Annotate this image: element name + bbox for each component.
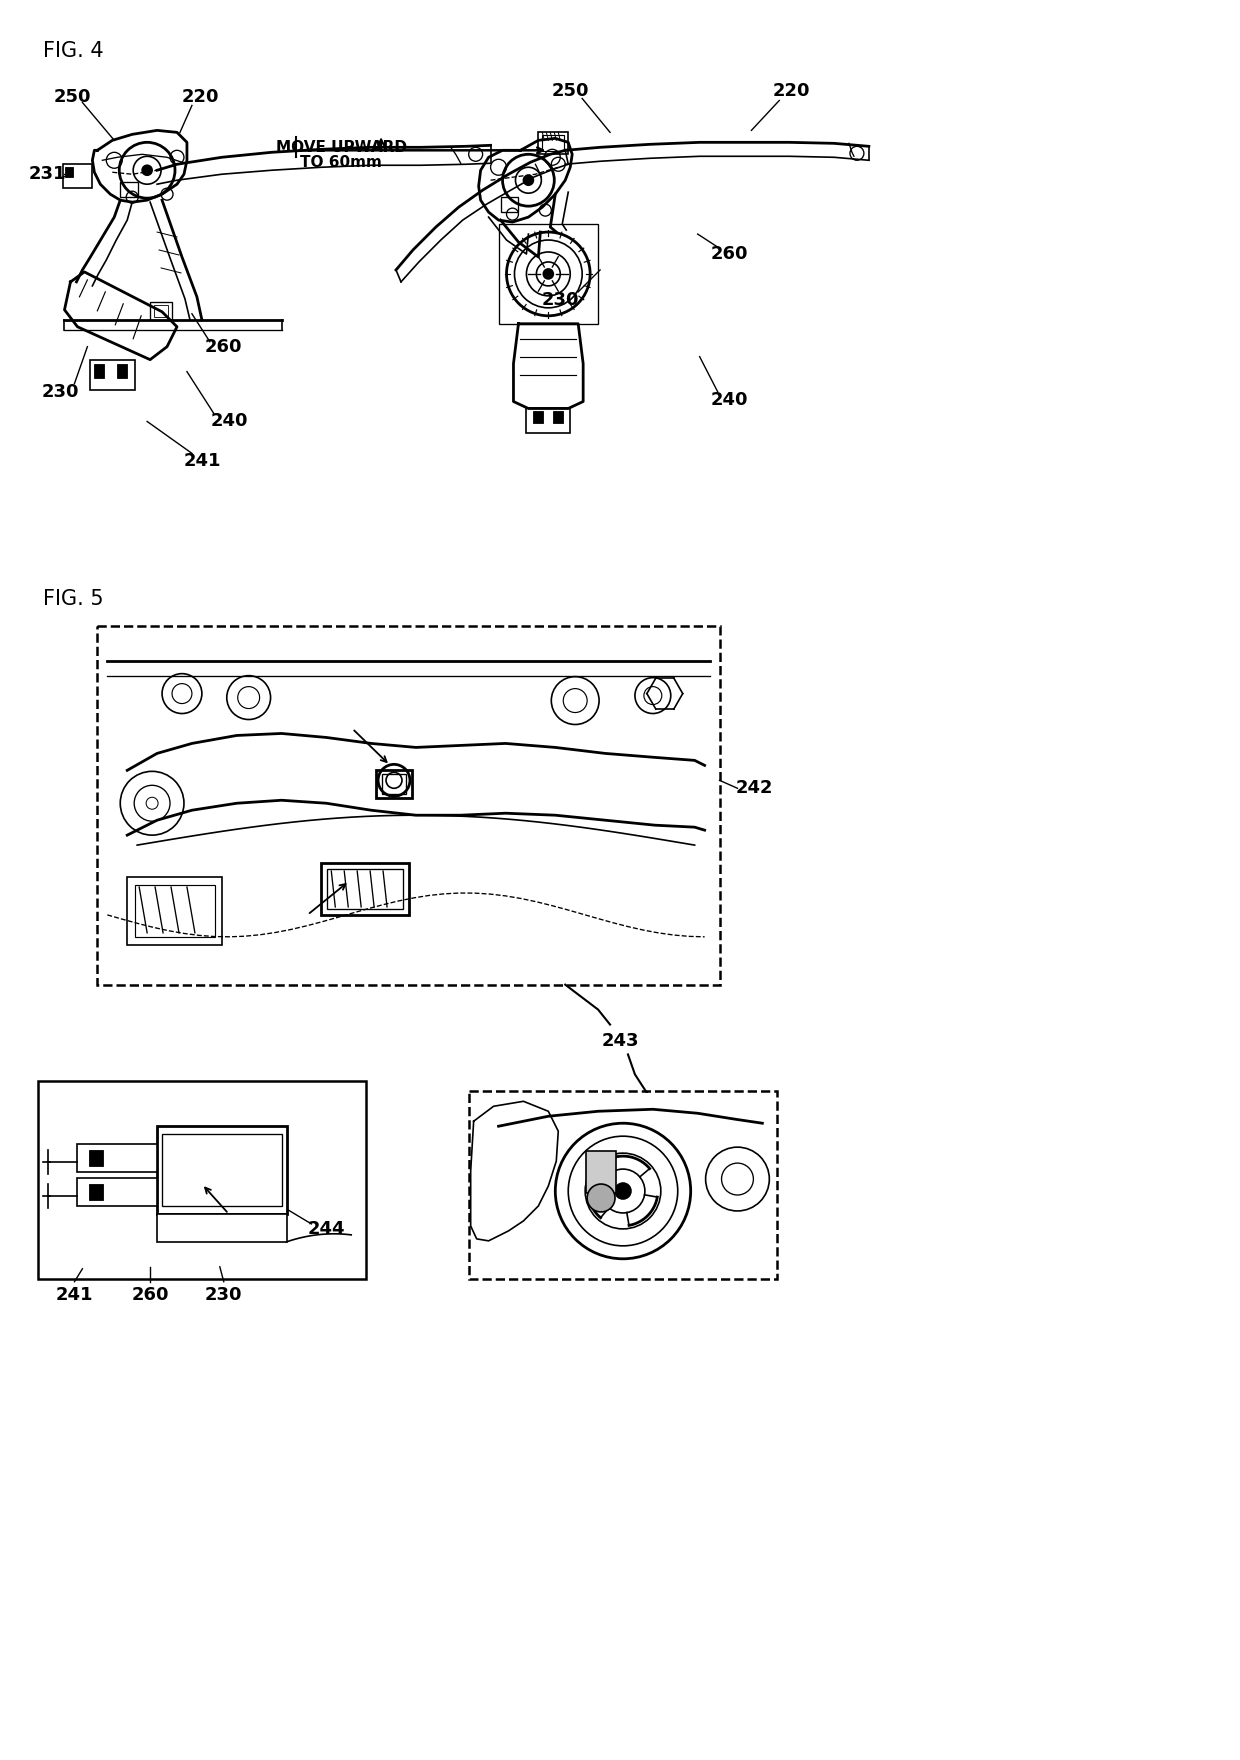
Bar bbox=[66, 167, 73, 178]
Text: 242: 242 bbox=[735, 780, 774, 797]
Bar bbox=[327, 869, 403, 908]
Text: 220: 220 bbox=[181, 88, 218, 106]
Text: 230: 230 bbox=[542, 290, 579, 308]
Bar bbox=[527, 408, 570, 433]
Text: 240: 240 bbox=[211, 412, 248, 431]
Text: MOVE UPWARD: MOVE UPWARD bbox=[275, 139, 407, 155]
Text: 230: 230 bbox=[42, 382, 79, 401]
Bar bbox=[77, 1177, 157, 1206]
Bar bbox=[538, 132, 568, 155]
Text: TO 60mm: TO 60mm bbox=[300, 155, 382, 169]
Bar bbox=[157, 1126, 286, 1214]
Bar bbox=[162, 1133, 281, 1206]
Circle shape bbox=[143, 165, 153, 176]
Text: 244: 244 bbox=[308, 1220, 345, 1237]
Bar bbox=[77, 1144, 157, 1172]
Bar bbox=[62, 164, 92, 188]
Bar bbox=[587, 1151, 616, 1193]
Bar bbox=[501, 197, 518, 213]
Bar bbox=[154, 304, 169, 317]
Text: 220: 220 bbox=[773, 81, 810, 100]
Text: 250: 250 bbox=[53, 88, 92, 106]
Bar bbox=[157, 1214, 286, 1243]
Bar bbox=[150, 301, 172, 320]
Bar bbox=[89, 1149, 103, 1167]
Text: 240: 240 bbox=[711, 391, 748, 408]
Bar bbox=[498, 224, 598, 324]
Bar bbox=[382, 774, 405, 794]
Circle shape bbox=[615, 1183, 631, 1199]
Bar bbox=[91, 359, 135, 389]
Bar bbox=[533, 412, 543, 424]
Text: FIG. 5: FIG. 5 bbox=[42, 590, 103, 609]
Bar bbox=[135, 885, 215, 936]
Text: 241: 241 bbox=[184, 452, 221, 470]
Bar bbox=[321, 862, 409, 915]
Text: 241: 241 bbox=[56, 1287, 93, 1304]
Bar bbox=[128, 876, 222, 945]
Text: 250: 250 bbox=[552, 81, 589, 100]
Bar bbox=[37, 1081, 366, 1280]
Circle shape bbox=[543, 269, 553, 278]
Bar bbox=[118, 364, 128, 378]
Bar bbox=[89, 1184, 103, 1200]
Bar bbox=[98, 627, 719, 984]
Bar bbox=[120, 183, 138, 197]
Bar bbox=[553, 412, 563, 424]
Text: 231: 231 bbox=[29, 165, 66, 183]
Text: FIG. 4: FIG. 4 bbox=[42, 40, 103, 60]
Bar bbox=[471, 1093, 775, 1276]
Bar bbox=[542, 136, 564, 151]
Bar bbox=[94, 364, 104, 378]
Bar bbox=[376, 771, 412, 799]
Text: 260: 260 bbox=[711, 245, 748, 262]
Circle shape bbox=[588, 1184, 615, 1213]
Text: 243: 243 bbox=[601, 1033, 639, 1051]
Text: 260: 260 bbox=[131, 1287, 169, 1304]
Bar bbox=[469, 1091, 777, 1280]
Text: 230: 230 bbox=[205, 1287, 243, 1304]
Text: 260: 260 bbox=[205, 338, 243, 356]
Bar bbox=[98, 627, 718, 984]
Circle shape bbox=[523, 176, 533, 185]
